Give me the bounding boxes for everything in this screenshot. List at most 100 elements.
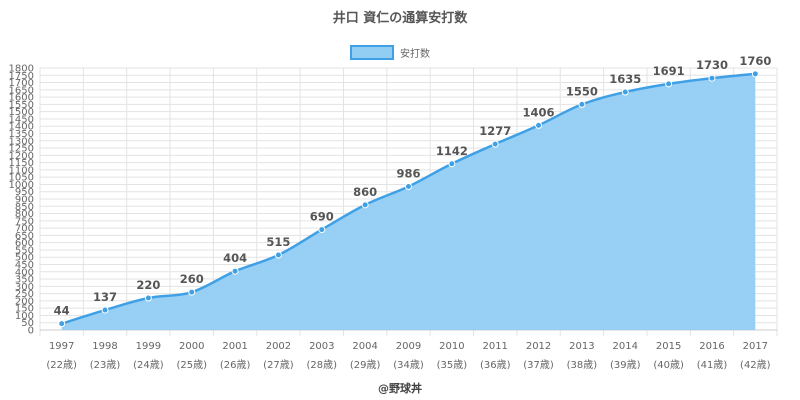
y-tick-label: 850 [15, 202, 34, 213]
x-tick-sublabel: (38歳) [567, 359, 598, 371]
y-tick-label: 450 [15, 260, 34, 271]
y-tick-label: 1750 [9, 71, 34, 82]
y-tick-label: 650 [15, 231, 34, 242]
data-label: 1142 [436, 144, 468, 158]
data-label: 220 [136, 278, 160, 292]
x-tick-sublabel: (29歳) [350, 359, 381, 371]
data-point [535, 121, 543, 129]
y-tick-label: 300 [15, 282, 34, 293]
data-label: 515 [266, 235, 290, 249]
y-tick-label: 350 [15, 275, 34, 286]
data-point [318, 226, 326, 234]
y-tick-label: 600 [15, 238, 34, 249]
data-point [665, 80, 673, 88]
x-tick-label: 1997 [49, 341, 74, 352]
data-label: 404 [223, 251, 247, 265]
data-labels: 44 137 220 260 404 515 690 860 986 1142 1277 1406 15… [54, 54, 772, 318]
y-tick-label: 1600 [9, 93, 34, 104]
data-point [448, 160, 456, 168]
x-tick-label: 1998 [92, 341, 117, 352]
x-tick-sublabel: (34歳) [393, 359, 424, 371]
x-tick-label: 2009 [396, 341, 421, 352]
x-tick-label: 2014 [613, 341, 638, 352]
legend: 安打数 [350, 45, 430, 60]
data-label: 1691 [653, 64, 685, 78]
x-tick-label: 2000 [179, 341, 204, 352]
y-tick-label: 1650 [9, 85, 34, 96]
data-point [231, 267, 239, 275]
y-tick-label: 200 [15, 296, 34, 307]
y-tick-label: 500 [15, 253, 34, 264]
data-label: 137 [93, 290, 117, 304]
legend-label: 安打数 [400, 47, 430, 60]
data-label: 690 [310, 210, 334, 224]
data-point [578, 100, 586, 108]
y-tick-label: 1300 [9, 136, 34, 147]
x-tick-label: 2002 [266, 341, 291, 352]
y-tick-label: 1800 [9, 64, 34, 75]
data-label: 44 [54, 304, 70, 318]
x-tick-sublabel: (28歳) [307, 359, 338, 371]
y-tick-label: 1200 [9, 151, 34, 162]
y-tick-label: 1500 [9, 107, 34, 118]
y-tick-label: 1550 [9, 100, 34, 111]
data-label: 1406 [523, 105, 555, 119]
x-tick-label: 2015 [656, 341, 681, 352]
data-point [708, 74, 716, 82]
x-tick-sublabel: (26歳) [220, 359, 251, 371]
chart-title: 井口 資仁の通算安打数 [333, 10, 469, 26]
x-tick-sublabel: (22歳) [46, 359, 77, 371]
data-point [188, 288, 196, 296]
x-axis: 1997 (22歳) 1998 (23歳) 1999 (24歳) 2000 (25歳) 2001… [46, 341, 770, 371]
y-tick-label: 250 [15, 289, 34, 300]
data-label: 1760 [739, 54, 771, 68]
y-tick-label: 550 [15, 245, 34, 256]
y-tick-label: 1150 [9, 158, 34, 169]
series-area [61, 73, 756, 331]
y-tick-label: 900 [15, 195, 34, 206]
y-tick-label: 1700 [9, 78, 34, 89]
y-tick-label: 1000 [9, 180, 34, 191]
x-tick-label: 2013 [569, 341, 594, 352]
y-tick-label: 0 [28, 326, 34, 337]
y-tick-label: 1350 [9, 129, 34, 140]
x-tick-label: 2011 [482, 341, 507, 352]
y-tick-label: 800 [15, 209, 34, 220]
series-hits [58, 70, 759, 331]
data-label: 1550 [566, 84, 598, 98]
x-tick-label: 2016 [699, 341, 724, 352]
x-tick-sublabel: (23歳) [90, 359, 121, 371]
y-tick-label: 100 [15, 311, 34, 322]
data-point [144, 294, 152, 302]
x-tick-sublabel: (36歳) [480, 359, 511, 371]
x-tick-label: 2010 [439, 341, 464, 352]
data-label: 1730 [696, 58, 728, 72]
data-point [58, 320, 66, 328]
x-tick-sublabel: (41歳) [697, 359, 728, 371]
data-point [101, 306, 109, 314]
y-tick-label: 1050 [9, 173, 34, 184]
data-label: 260 [180, 272, 204, 286]
y-axis: 0501001502002503003504004505005506006507… [9, 64, 34, 337]
x-tick-label: 2017 [743, 341, 768, 352]
x-tick-sublabel: (42歳) [740, 359, 771, 371]
x-tick-sublabel: (24歳) [133, 359, 164, 371]
x-tick-sublabel: (39歳) [610, 359, 641, 371]
x-tick-label: 2001 [222, 341, 247, 352]
data-label: 860 [353, 185, 377, 199]
y-tick-label: 1400 [9, 122, 34, 133]
y-tick-label: 50 [21, 318, 34, 329]
legend-swatch [350, 45, 394, 60]
data-point [274, 251, 282, 259]
x-tick-label: 2004 [352, 341, 377, 352]
x-tick-sublabel: (27歳) [263, 359, 294, 371]
y-tick-label: 400 [15, 267, 34, 278]
x-tick-sublabel: (35歳) [437, 359, 468, 371]
data-label: 1277 [479, 124, 511, 138]
data-point [751, 70, 759, 78]
y-tick-label: 700 [15, 224, 34, 235]
y-tick-label: 1250 [9, 144, 34, 155]
data-label: 986 [396, 166, 420, 180]
y-tick-label: 150 [15, 304, 34, 315]
